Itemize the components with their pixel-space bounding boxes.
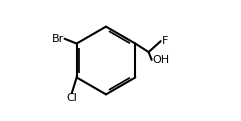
Text: OH: OH [153,55,170,65]
Text: F: F [162,36,168,46]
Text: Cl: Cl [66,93,77,103]
Text: Br: Br [52,34,65,44]
